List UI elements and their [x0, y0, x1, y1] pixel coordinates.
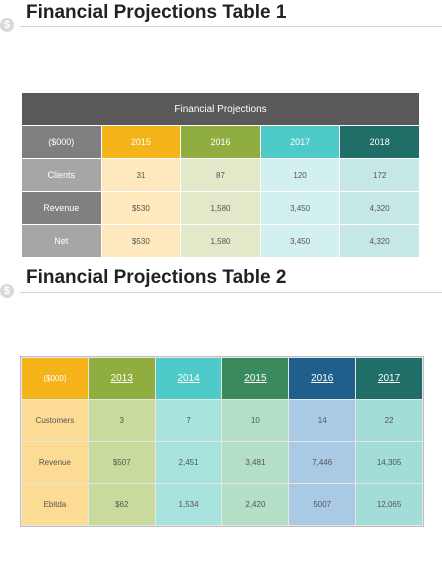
- dollar-icon: $: [0, 284, 14, 298]
- data-row: Revenue $530 1,580 3,450 4,320: [21, 191, 420, 225]
- header-cell: 2016: [180, 125, 261, 159]
- data-cell: 22: [355, 399, 423, 442]
- data-cell: 1,580: [180, 191, 261, 225]
- row-label: Customers: [21, 399, 89, 442]
- header-cell: 2015: [100, 125, 182, 159]
- data-cell: 4,320: [339, 224, 420, 258]
- data-cell: 10: [221, 399, 290, 442]
- data-cell: 3,450: [259, 224, 341, 258]
- data-cell: 1,534: [154, 483, 223, 526]
- dollar-icon: $: [0, 18, 14, 32]
- data-cell: 2,451: [154, 441, 223, 484]
- data-cell: 5007: [288, 483, 357, 526]
- data-cell: 87: [180, 158, 261, 192]
- data-cell: 3,450: [259, 191, 341, 225]
- data-cell: $507: [87, 441, 156, 484]
- data-cell: 12,065: [355, 483, 423, 526]
- header-row: ($000) 2013 2014 2015 2016 2017: [21, 357, 423, 400]
- header-row: ($000) 2015 2016 2017 2018: [21, 125, 420, 159]
- data-cell: 31: [100, 158, 182, 192]
- header-cell: 2015: [221, 357, 290, 400]
- table-caption: Financial Projections: [21, 92, 420, 126]
- row-label: Revenue: [21, 191, 102, 225]
- header-cell: ($000): [21, 357, 89, 400]
- table: ($000) 2013 2014 2015 2016 2017 Customers 3 7 10 1…: [20, 356, 424, 527]
- header-cell: 2014: [154, 357, 223, 400]
- row-label: Net: [21, 224, 102, 258]
- data-cell: 7: [154, 399, 223, 442]
- section-title: Financial Projections Table 1: [26, 2, 287, 23]
- header-cell: 2018: [339, 125, 420, 159]
- data-cell: $530: [100, 191, 182, 225]
- data-cell: 2,420: [221, 483, 290, 526]
- row-label: Clients: [21, 158, 102, 192]
- header-cell: ($000): [21, 125, 102, 159]
- data-cell: 1,580: [180, 224, 261, 258]
- header-cell: 2013: [87, 357, 156, 400]
- data-row: Net $530 1,580 3,450 4,320: [21, 224, 420, 258]
- header-cell: 2016: [288, 357, 357, 400]
- data-cell: 172: [339, 158, 420, 192]
- section-title: Financial Projections Table 2: [26, 267, 287, 288]
- caption-row: Financial Projections: [21, 92, 420, 126]
- data-cell: 3: [87, 399, 156, 442]
- data-row: Customers 3 7 10 14 22: [21, 399, 423, 442]
- data-row: Ebitda $62 1,534 2,420 5007 12,065: [21, 483, 423, 526]
- data-cell: $530: [100, 224, 182, 258]
- divider: [20, 26, 442, 27]
- data-cell: $62: [87, 483, 156, 526]
- row-label: Revenue: [21, 441, 89, 484]
- data-cell: 7,446: [288, 441, 357, 484]
- data-cell: 4,320: [339, 191, 420, 225]
- data-cell: 120: [259, 158, 341, 192]
- data-cell: 14,305: [355, 441, 423, 484]
- data-cell: 3,481: [221, 441, 290, 484]
- divider: [20, 292, 442, 293]
- header-cell: 2017: [355, 357, 423, 400]
- data-row: Revenue $507 2,451 3,481 7,446 14,305: [21, 441, 423, 484]
- table: Financial Projections ($000) 2015 2016 2017 2…: [21, 92, 420, 258]
- data-cell: 14: [288, 399, 357, 442]
- row-label: Ebitda: [21, 483, 89, 526]
- header-cell: 2017: [259, 125, 341, 159]
- data-row: Clients 31 87 120 172: [21, 158, 420, 192]
